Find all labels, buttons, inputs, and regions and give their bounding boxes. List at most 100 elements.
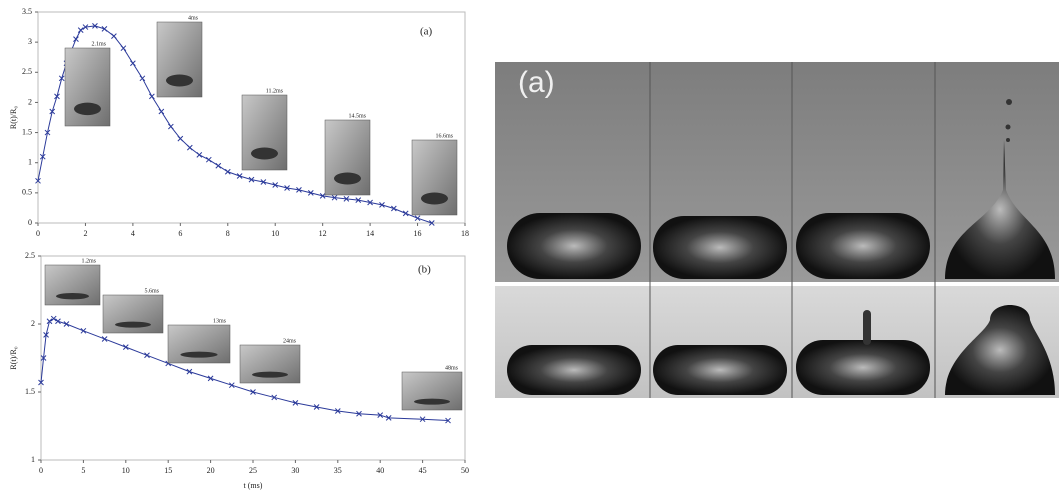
marker — [139, 75, 146, 82]
x-tick-label: 50 — [461, 466, 469, 475]
inset-label: 24ms — [283, 338, 297, 344]
marker — [224, 168, 231, 175]
x-tick-label: 4 — [131, 229, 135, 238]
inset-drop — [252, 371, 288, 378]
x-tick-label: 8 — [226, 229, 230, 238]
inset-photo — [102, 294, 164, 334]
marker — [334, 408, 341, 414]
marker — [414, 215, 421, 222]
inset-label: 16.6ms — [435, 133, 453, 139]
x-tick-label: 16 — [414, 229, 422, 238]
marker — [367, 199, 373, 206]
y-tick-label: 1 — [31, 455, 35, 464]
marker — [149, 93, 155, 100]
marker — [101, 336, 108, 342]
marker — [402, 210, 409, 217]
x-tick-label: 20 — [207, 466, 215, 475]
marker — [228, 382, 235, 389]
marker — [207, 375, 214, 382]
marker — [377, 412, 384, 418]
drops — [507, 99, 1055, 395]
inset-drop — [166, 74, 193, 87]
inset-drop — [56, 293, 89, 300]
y-tick-label: 0 — [28, 218, 32, 227]
inset-label: 48ms — [445, 365, 459, 371]
marker — [355, 197, 362, 203]
marker — [38, 379, 44, 386]
marker — [43, 332, 49, 338]
inset-label: 1.2ms — [81, 258, 96, 264]
marker — [313, 404, 320, 410]
marker — [40, 355, 47, 361]
marker — [419, 416, 426, 423]
marker — [80, 327, 87, 334]
y-tick-label: 3 — [28, 37, 32, 46]
marker — [122, 344, 129, 350]
x-tick-label: 40 — [376, 466, 384, 475]
marker — [343, 196, 350, 202]
marker — [186, 368, 193, 375]
marker — [130, 60, 136, 67]
marker — [390, 205, 397, 212]
y-tick-label: 0.5 — [22, 188, 32, 197]
marker — [331, 194, 338, 201]
x-tick-label: 2 — [83, 229, 87, 238]
inset-drop — [421, 192, 448, 205]
marker — [167, 123, 174, 130]
annotation: (a) — [420, 26, 433, 38]
inset-drop — [414, 398, 450, 405]
marker — [272, 182, 279, 188]
x-tick-label: 18 — [461, 229, 469, 238]
marker — [177, 135, 184, 142]
inset-label: 11.2ms — [266, 88, 284, 94]
x-tick-label: 6 — [178, 229, 182, 238]
x-tick-label: 30 — [291, 466, 299, 475]
y-tick-label: 1 — [28, 158, 32, 167]
marker — [250, 389, 256, 395]
inset-drop — [251, 147, 278, 160]
marker — [55, 318, 61, 325]
y-tick-label: 2 — [28, 97, 32, 106]
marker — [50, 315, 57, 322]
marker — [73, 36, 79, 42]
inset-drop — [74, 102, 101, 116]
marker — [248, 176, 255, 183]
marker — [158, 108, 165, 115]
plot-frame — [37, 11, 466, 224]
y-tick-label: 3.5 — [22, 7, 32, 16]
chart: 0 5 10 15 20 25 30 35 40 45 50 1 1.5 2 2.5 R(t)/R₀ t (ms… — [9, 251, 469, 490]
marker — [63, 321, 70, 327]
marker — [77, 27, 84, 33]
x-axis-label: t (ms) — [244, 481, 263, 490]
marker — [205, 156, 212, 163]
x-tick-label: 10 — [122, 466, 130, 475]
inset-label: 14.5ms — [348, 113, 366, 119]
x-tick-label: 12 — [319, 229, 327, 238]
marker — [215, 162, 222, 169]
y-axis-label: R(t)/R₀ — [9, 106, 18, 129]
marker — [296, 186, 302, 193]
marker — [236, 173, 243, 179]
marker — [144, 352, 150, 359]
x-tick-label: 45 — [419, 466, 427, 475]
marker — [82, 24, 89, 30]
marker — [284, 185, 290, 191]
chart: 0 2 4 6 8 10 12 14 16 18 0 0.5 1 1.5 2 2.5 3 3.5 R(t)/R₀ (a… — [9, 7, 469, 238]
x-tick-label: 0 — [39, 466, 43, 475]
inset-label: 2.1ms — [91, 41, 106, 47]
marker — [307, 190, 314, 196]
marker — [49, 108, 56, 115]
marker — [379, 202, 385, 208]
marker — [54, 93, 60, 100]
inset-drop — [115, 321, 151, 328]
marker — [58, 75, 65, 82]
inset-label: 13ms — [213, 318, 227, 324]
inset-drop — [334, 172, 361, 185]
marker — [101, 26, 108, 32]
x-tick-label: 15 — [164, 466, 172, 475]
y-tick-label: 2.5 — [22, 67, 32, 76]
x-tick-label: 35 — [334, 466, 342, 475]
inset-label: 4ms — [188, 15, 199, 21]
marker — [120, 45, 127, 52]
